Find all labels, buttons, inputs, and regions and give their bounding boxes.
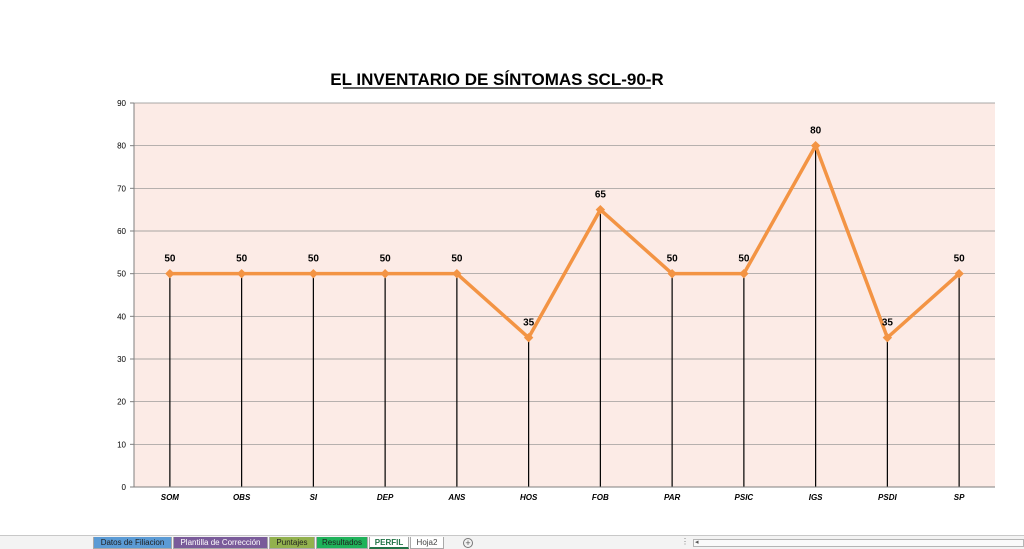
series-ratings — [165, 140, 964, 343]
data-label: 35 — [882, 318, 894, 329]
data-label: 80 — [810, 126, 822, 137]
data-labels: 50 50 50 50 50 35 65 50 50 80 35 50 — [164, 126, 965, 329]
y-tick-label: 70 — [117, 184, 126, 193]
data-label: 50 — [451, 254, 463, 265]
data-label: 50 — [954, 254, 966, 265]
drop-lines — [169, 145, 960, 487]
x-axis-categories: SOM OBS SI DEP ANS HOS FOB PAR PSIC IGS PSDI SP — [161, 493, 965, 502]
y-tick-label: 50 — [117, 270, 126, 279]
tab-hoja2[interactable]: Hoja2 — [410, 537, 444, 549]
data-label: 50 — [380, 254, 392, 265]
x-category-label: PAR — [664, 493, 681, 502]
data-label: 50 — [308, 254, 320, 265]
x-category-label: DEP — [377, 493, 394, 502]
x-category-label: OBS — [233, 493, 251, 502]
data-label: 50 — [667, 254, 679, 265]
data-label: 35 — [523, 318, 535, 329]
plot-area — [134, 103, 995, 487]
x-category-label: HOS — [520, 493, 538, 502]
y-tick-label: 20 — [117, 398, 126, 407]
data-label: 50 — [236, 254, 248, 265]
data-point-marker — [667, 268, 677, 279]
data-label: 50 — [164, 254, 176, 265]
x-category-label: FOB — [592, 493, 609, 502]
data-point-marker — [523, 332, 534, 343]
y-tick-label: 90 — [117, 99, 126, 108]
data-point-marker — [380, 268, 390, 279]
data-point-marker — [954, 268, 964, 279]
data-label: 65 — [595, 190, 607, 201]
data-point-marker — [882, 332, 893, 343]
x-category-label: PSDI — [878, 493, 897, 502]
series-line — [169, 143, 961, 340]
data-point-marker — [595, 204, 606, 215]
caret-left-icon[interactable]: ◂ — [695, 539, 699, 546]
data-point-marker — [308, 268, 319, 279]
y-tick-label: 40 — [117, 312, 126, 321]
data-point-marker — [739, 268, 749, 279]
chart-title: EL INVENTARIO DE SÍNTOMAS SCL-90-R — [330, 70, 663, 89]
horizontal-scrollbar[interactable]: ◂ — [693, 539, 1024, 547]
data-point-marker — [236, 268, 247, 279]
y-axis-ticks: 0 10 20 30 40 50 60 70 80 90 — [117, 99, 126, 492]
tab-datos-de-filiacion[interactable]: Datos de Filiacion — [93, 537, 172, 549]
y-tick-label: 10 — [117, 440, 126, 449]
x-category-label: IGS — [809, 493, 823, 502]
tab-split-handle[interactable]: ⋮ — [681, 537, 689, 546]
y-tick-label: 60 — [117, 227, 126, 236]
data-label: 50 — [738, 254, 750, 265]
x-category-label: SP — [954, 493, 965, 502]
data-point-marker — [165, 268, 175, 279]
sheet-tab-bar: Datos de Filiacion Plantilla de Correcci… — [0, 535, 1024, 549]
chart-area: EL INVENTARIO DE SÍNTOMAS SCL-90-R 0 10 20… — [117, 70, 995, 502]
x-category-label: SOM — [161, 493, 180, 502]
data-point-marker — [810, 140, 821, 151]
y-tick-label: 80 — [117, 142, 126, 151]
x-category-label: SI — [310, 493, 318, 502]
tab-plantilla-de-correccion[interactable]: Plantilla de Corrección — [173, 537, 268, 549]
x-category-label: PSIC — [735, 493, 754, 502]
y-tick-label: 30 — [117, 355, 126, 364]
tab-puntajes[interactable]: Puntajes — [269, 537, 315, 549]
y-tick-label: 0 — [122, 483, 127, 492]
data-point-marker — [452, 268, 462, 279]
plus-circle-icon[interactable]: + — [463, 538, 473, 548]
x-category-label: ANS — [447, 493, 466, 502]
tab-resultados[interactable]: Resultados — [316, 537, 368, 549]
axes — [130, 102, 995, 488]
tab-perfil[interactable]: PERFIL — [369, 537, 409, 549]
